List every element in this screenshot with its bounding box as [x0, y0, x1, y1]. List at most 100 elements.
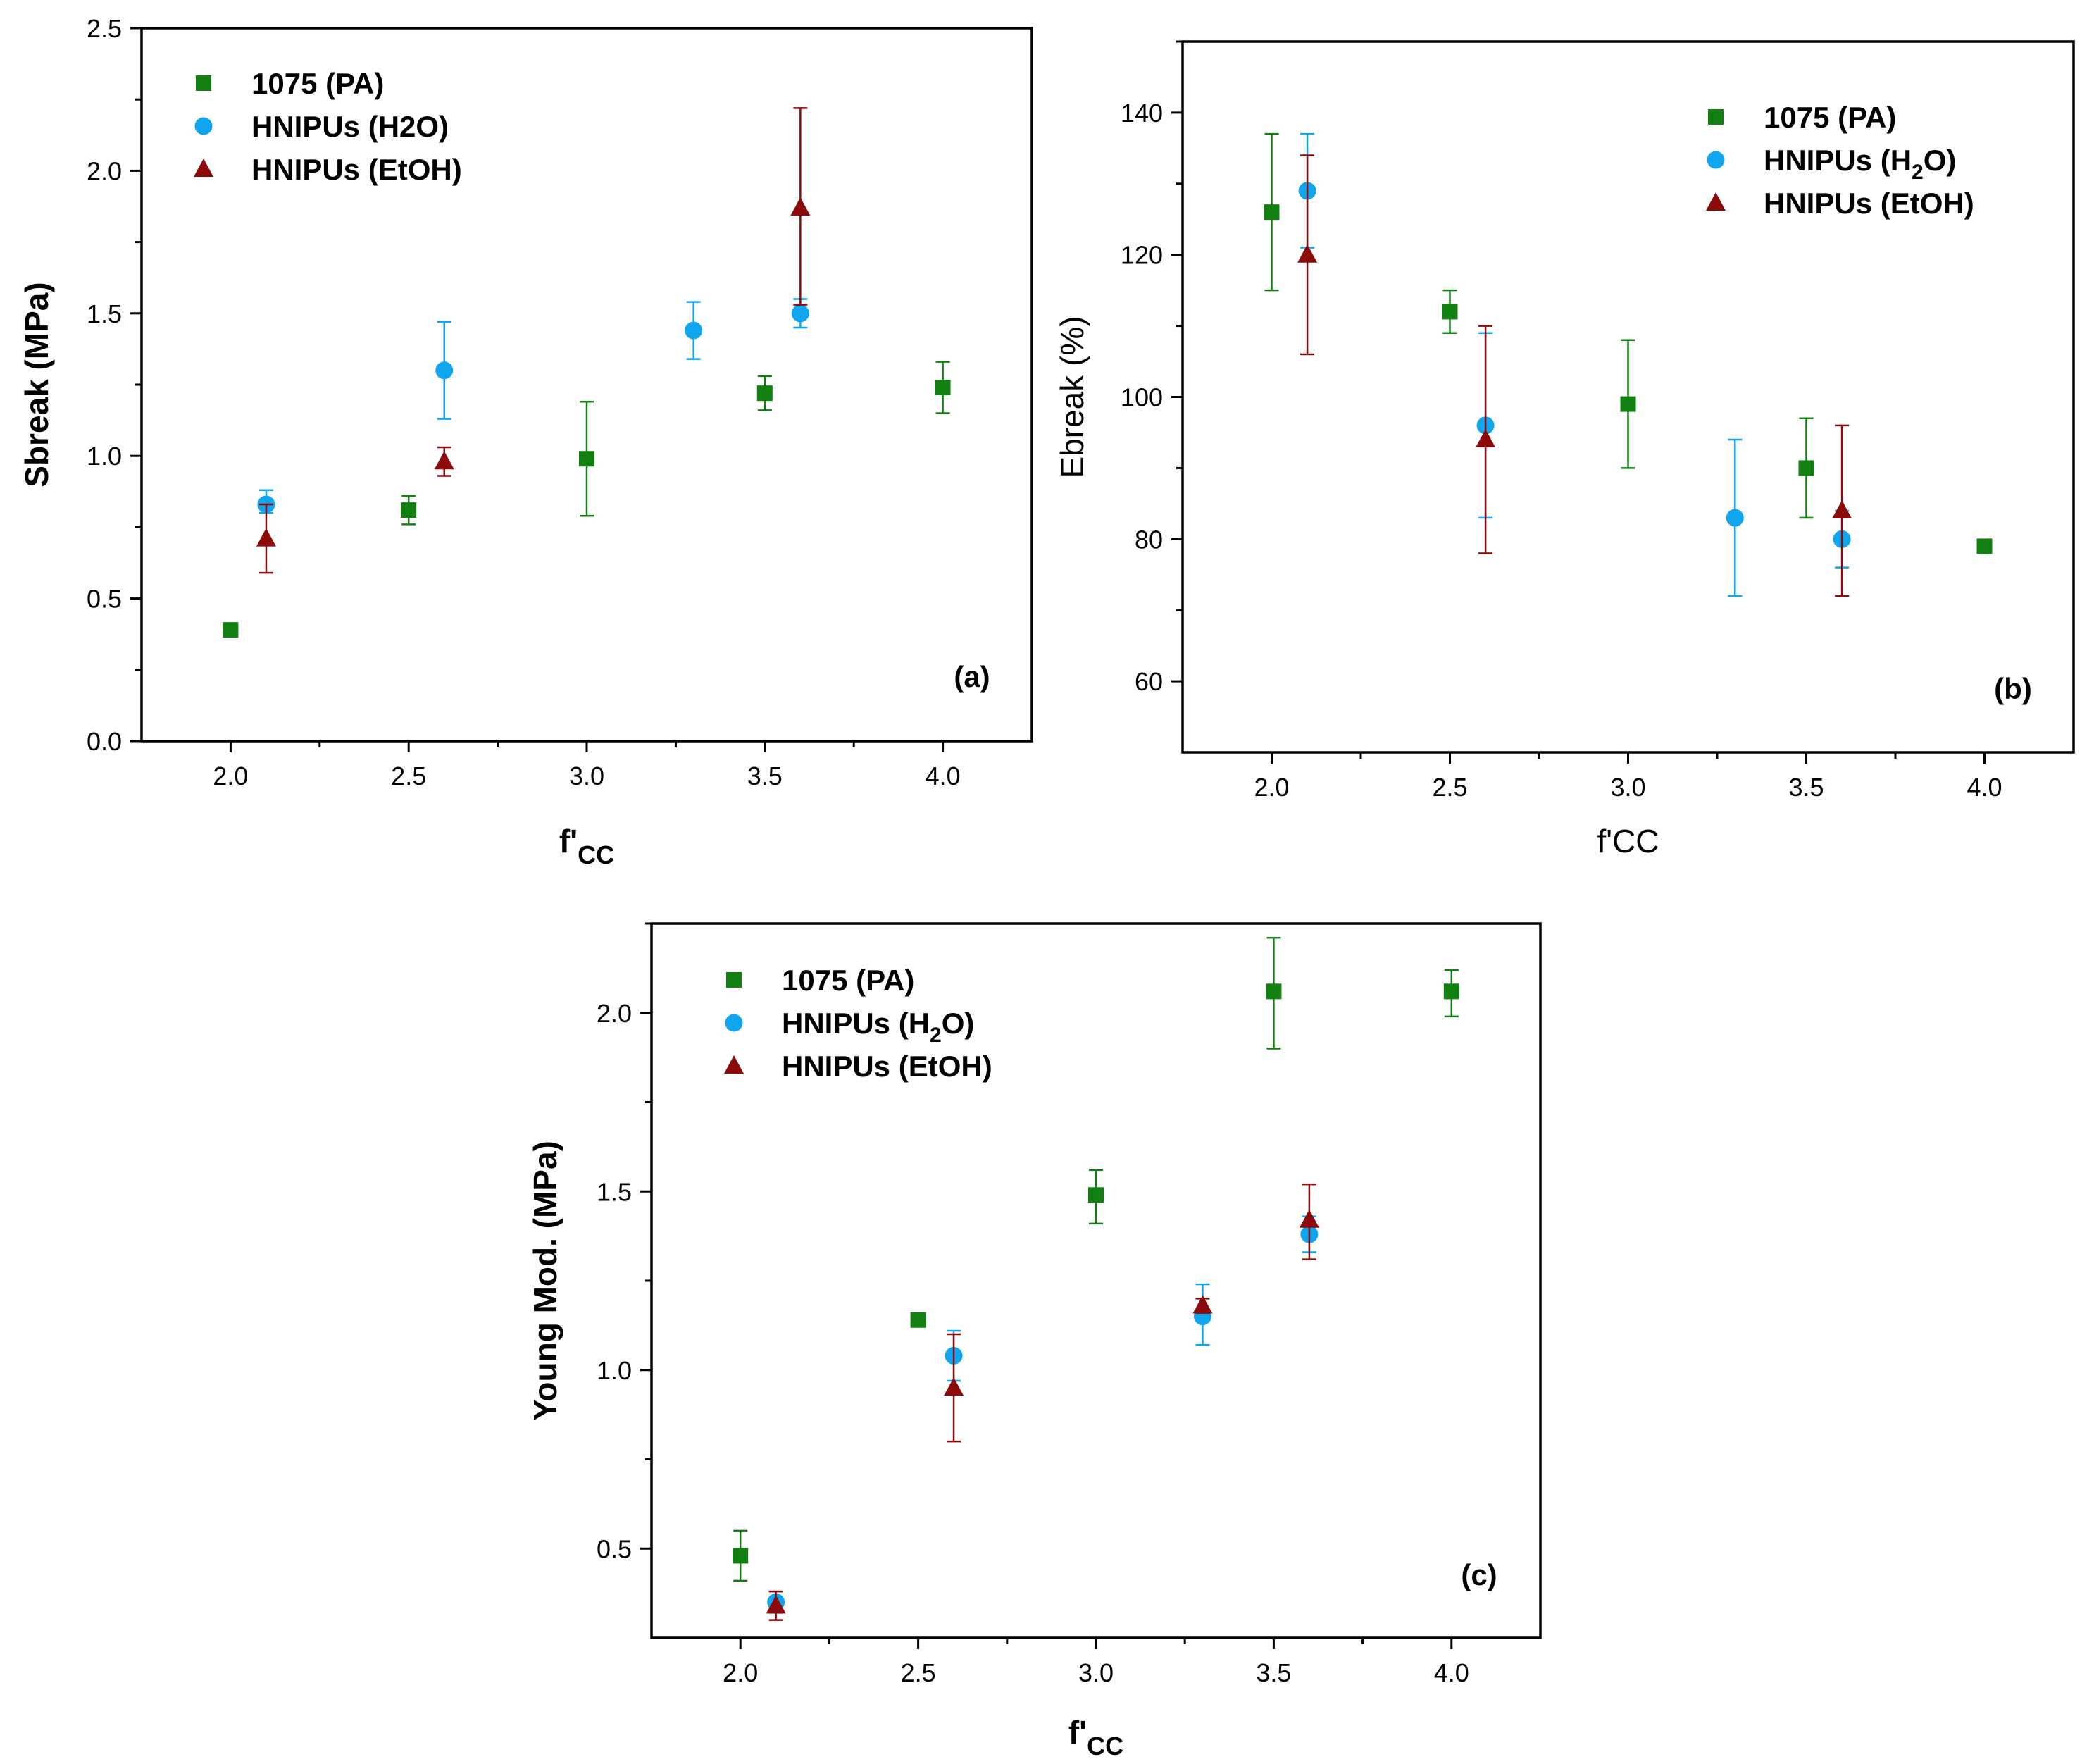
data-point-h2o [685, 321, 703, 340]
series-etoh [256, 107, 811, 574]
data-point-h2o [1726, 509, 1744, 527]
data-point-pa [1620, 396, 1636, 412]
y-tick-label: 1.5 [87, 299, 122, 328]
x-tick-label: 2.0 [213, 762, 248, 790]
x-tick-label: 4.0 [1967, 773, 2002, 802]
x-tick-label: 2.0 [723, 1658, 758, 1687]
data-point-etoh [1476, 429, 1496, 448]
series-pa [733, 937, 1459, 1582]
x-tick-label: 3.5 [1788, 773, 1824, 802]
series-pa [223, 361, 951, 638]
y-tick-label: 80 [1135, 525, 1163, 554]
legend-marker-etoh [1706, 192, 1726, 211]
legend-marker-h2o [194, 117, 213, 135]
data-point-etoh [1297, 244, 1318, 263]
y-tick-label: 0.5 [597, 1534, 632, 1563]
series-etoh [766, 1183, 1319, 1621]
x-tick-label: 2.5 [391, 762, 426, 790]
x-tick-label: 4.0 [1434, 1658, 1469, 1687]
x-tick-label: 2.5 [901, 1658, 936, 1687]
y-tick-label: 0.0 [87, 727, 122, 756]
data-point-etoh [766, 1595, 786, 1614]
data-point-etoh [434, 451, 454, 470]
data-point-pa [733, 1548, 749, 1564]
legend-label-etoh: HNIPUs (EtOH) [1764, 187, 1974, 220]
data-point-pa [579, 451, 594, 467]
legend-marker-etoh [194, 159, 213, 177]
data-point-pa [1442, 304, 1458, 320]
data-point-pa [1976, 538, 1993, 554]
y-tick-label: 140 [1121, 99, 1163, 128]
y-tick-label: 1.5 [597, 1177, 632, 1206]
data-point-etoh [944, 1377, 964, 1396]
data-point-etoh [1832, 499, 1852, 518]
legend-marker-h2o [1707, 151, 1725, 169]
legend: 1075 (PA)HNIPUs (H2O)HNIPUs (EtOH) [724, 964, 992, 1083]
y-axis-title: Young Mod. (MPa) [527, 1141, 563, 1421]
y-tick-label: 1.0 [87, 442, 122, 471]
data-point-pa [910, 1312, 926, 1328]
chart-panel-b: 2.0 2.5 3.0 3.5 4.0 60 80 100 120 140 f'CC Ebreak (… [1054, 40, 2075, 859]
legend: 1075 (PA)HNIPUs (H2O)HNIPUs (EtOH) [1706, 101, 1974, 220]
x-tick-label: 2.5 [1432, 773, 1467, 802]
data-point-pa [1266, 983, 1282, 1000]
x-tick-label: 3.0 [569, 762, 604, 790]
legend-label-tail: O) [1924, 144, 1957, 177]
data-point-pa [223, 622, 239, 638]
legend-marker-pa [1708, 109, 1724, 125]
y-axis-title: Ebreak (%) [1054, 316, 1090, 478]
panel-label: (c) [1461, 1558, 1497, 1591]
data-point-h2o [791, 304, 809, 323]
x-axis-title-subscript: CC [1087, 1732, 1123, 1760]
legend-subscript: 2 [1912, 161, 1924, 184]
legend-label-h2o: HNIPUs (H2O) [251, 110, 449, 143]
data-point-pa [1798, 460, 1814, 476]
y-tick-label: 2.0 [87, 156, 122, 185]
legend-marker-pa [196, 75, 211, 91]
y-axis-title: Sbreak (MPa) [18, 282, 55, 487]
chart-panel-a: 2.0 2.5 3.0 3.5 4.00.00.51.01.52.02.5f'CCSbr… [18, 14, 1033, 869]
series-etoh [1297, 154, 1852, 597]
legend-label-tail: O) [942, 1007, 975, 1040]
series-pa [1264, 132, 1993, 554]
legend-label-pa: 1075 (PA) [1764, 101, 1896, 134]
x-tick-label: 3.0 [1078, 1658, 1114, 1687]
legend-label-etoh: HNIPUs (EtOH) [782, 1050, 992, 1083]
x-tick-label: 4.0 [926, 762, 961, 790]
legend: 1075 (PA)HNIPUs (H2O)HNIPUs (EtOH) [194, 67, 462, 186]
legend-subscript: 2 [930, 1024, 942, 1047]
y-tick-label: 2.0 [597, 999, 632, 1028]
x-tick-label: 3.5 [1256, 1658, 1291, 1687]
data-point-pa [1088, 1187, 1104, 1203]
data-point-pa [401, 502, 417, 518]
data-point-pa [756, 385, 773, 402]
x-axis-title: f'CC [1597, 823, 1659, 859]
y-tick-label: 0.5 [87, 585, 122, 614]
data-point-etoh [1192, 1295, 1213, 1314]
y-tick-label: 120 [1121, 241, 1163, 270]
legend-label-pa: 1075 (PA) [782, 964, 914, 997]
panel-label: (a) [954, 660, 990, 693]
y-tick-label: 100 [1121, 383, 1163, 412]
series-h2o [257, 298, 809, 514]
data-point-pa [1443, 983, 1459, 1000]
data-point-pa [935, 380, 951, 396]
y-tick-label: 60 [1135, 667, 1163, 696]
data-point-h2o [435, 361, 454, 380]
legend-marker-h2o [725, 1014, 743, 1032]
y-tick-label: 2.5 [87, 14, 122, 43]
data-point-etoh [256, 528, 276, 547]
legend-marker-etoh [724, 1055, 744, 1074]
x-tick-label: 2.0 [1254, 773, 1289, 802]
y-tick-label: 1.0 [597, 1356, 632, 1385]
panel-label: (b) [1994, 672, 2032, 705]
data-point-pa [1264, 204, 1280, 220]
legend-marker-pa [726, 972, 742, 988]
legend-label-etoh: HNIPUs (EtOH) [251, 153, 462, 186]
data-point-etoh [790, 197, 811, 216]
x-axis-title-subscript: CC [578, 840, 614, 869]
data-point-etoh [1299, 1209, 1319, 1228]
x-tick-label: 3.0 [1610, 773, 1645, 802]
